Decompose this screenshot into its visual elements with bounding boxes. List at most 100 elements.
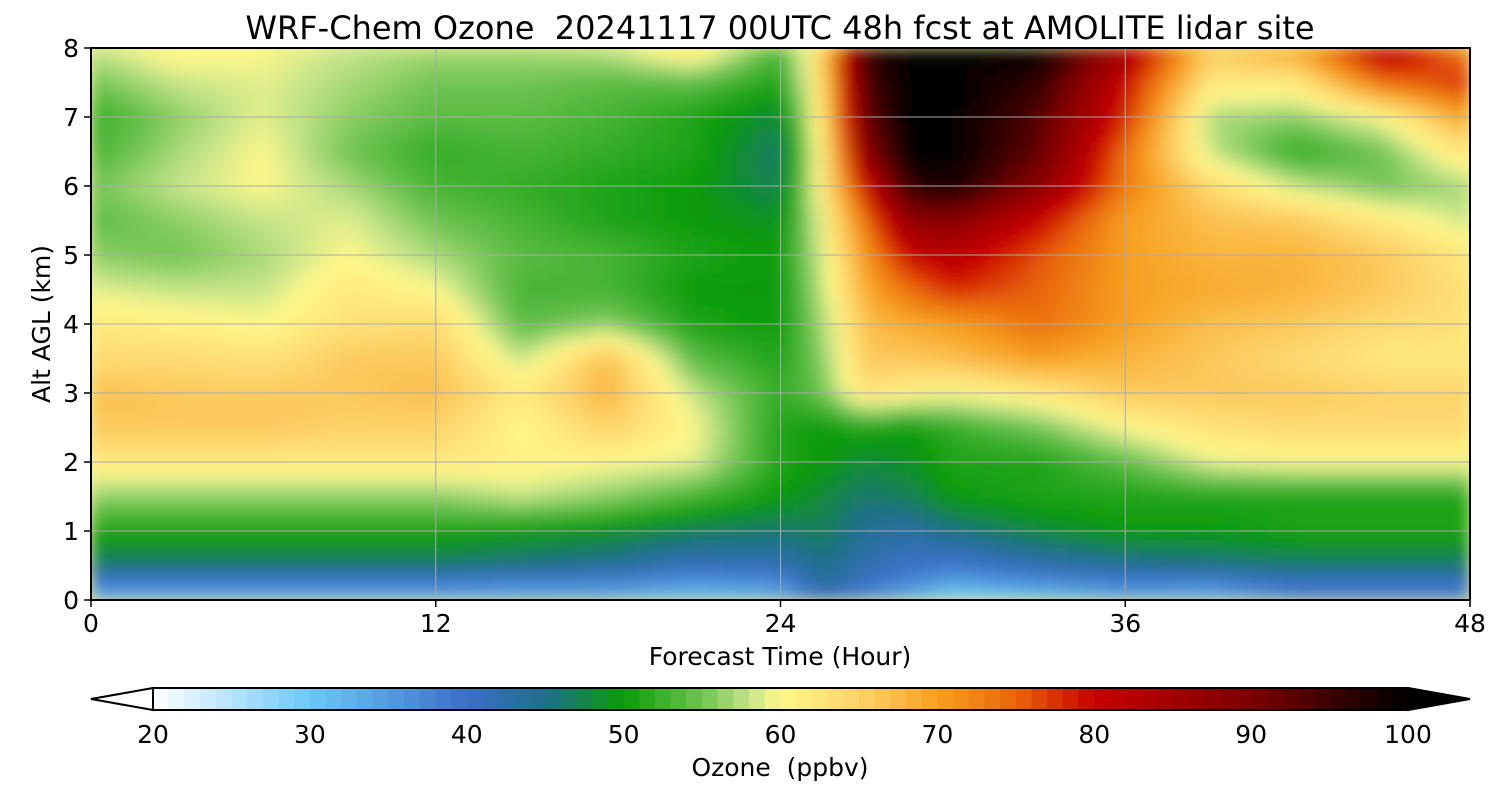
heatmap-cell	[91, 314, 106, 325]
heatmap-cell	[1297, 409, 1313, 420]
heatmap-cell	[1412, 496, 1428, 506]
heatmap-cell	[219, 470, 236, 480]
heatmap-cell	[794, 185, 810, 196]
heatmap-cell	[1239, 452, 1256, 463]
heatmap-cell	[1311, 452, 1327, 463]
heatmap-cell	[1096, 573, 1112, 584]
heatmap-cell	[1268, 565, 1284, 575]
heatmap-cell	[535, 427, 552, 437]
heatmap-cell	[866, 176, 882, 187]
heatmap-cell	[1426, 220, 1442, 230]
heatmap-cell	[550, 539, 566, 549]
heatmap-cell	[1440, 340, 1457, 351]
heatmap-cell	[1311, 271, 1327, 282]
heatmap-cell	[679, 401, 695, 411]
heatmap-cell	[894, 280, 911, 290]
heatmap-cell	[420, 418, 437, 428]
heatmap-cell	[650, 245, 667, 256]
heatmap-cell	[1024, 418, 1040, 428]
heatmap-cell	[1038, 366, 1054, 377]
heatmap-cell	[262, 151, 279, 161]
heatmap-cell	[147, 383, 164, 394]
heatmap-cell	[104, 349, 121, 359]
heatmap-cell	[765, 590, 781, 600]
heatmap-cell	[1426, 478, 1442, 489]
heatmap-cell	[765, 245, 781, 256]
heatmap-cell	[1210, 220, 1227, 230]
heatmap-cell	[621, 280, 638, 290]
heatmap-cell	[377, 496, 394, 506]
heatmap-cell	[952, 530, 968, 541]
heatmap-cell	[1081, 444, 1098, 454]
heatmap-cell	[736, 452, 753, 463]
heatmap-cell	[650, 487, 667, 497]
heatmap-cell	[492, 168, 509, 178]
heatmap-cell	[334, 539, 351, 549]
heatmap-cell	[823, 461, 839, 472]
heatmap-cell	[277, 565, 293, 575]
heatmap-cell	[1397, 487, 1414, 497]
heatmap-cell	[521, 202, 537, 213]
heatmap-cell	[305, 452, 322, 463]
heatmap-cell	[823, 280, 839, 290]
heatmap-cell	[133, 547, 149, 558]
heatmap-cell	[952, 521, 968, 532]
heatmap-cell	[435, 271, 451, 282]
heatmap-cell	[1297, 521, 1313, 532]
heatmap-cell	[1081, 418, 1098, 428]
heatmap-cell	[248, 521, 264, 532]
heatmap-cell	[1225, 461, 1241, 472]
heatmap-cell	[91, 461, 106, 472]
heatmap-cell	[1325, 220, 1342, 230]
heatmap-cell	[1440, 366, 1457, 377]
heatmap-cell	[693, 349, 710, 359]
heatmap-cell	[780, 185, 796, 196]
heatmap-cell	[866, 565, 882, 575]
heatmap-cell	[593, 504, 609, 515]
heatmap-cell	[191, 427, 207, 437]
heatmap-cell	[262, 254, 279, 265]
heatmap-cell	[1325, 340, 1342, 351]
heatmap-cell	[492, 409, 509, 420]
heatmap-cell	[550, 297, 566, 308]
heatmap-cell	[291, 245, 307, 256]
heatmap-cell	[1167, 297, 1184, 308]
heatmap-cell	[708, 358, 724, 368]
heatmap-cell	[1196, 565, 1212, 575]
heatmap-cell	[1096, 392, 1112, 403]
heatmap-cell	[794, 452, 810, 463]
heatmap-cell	[1368, 530, 1385, 541]
heatmap-cell	[191, 358, 207, 368]
heatmap-cell	[578, 220, 595, 230]
heatmap-cell	[679, 392, 695, 403]
heatmap-cell	[1009, 521, 1026, 532]
heatmap-cell	[1325, 323, 1342, 334]
heatmap-cell	[693, 444, 710, 454]
heatmap-cell	[1124, 263, 1141, 273]
heatmap-cell	[392, 565, 408, 575]
heatmap-cell	[1009, 496, 1026, 506]
heatmap-cell	[205, 496, 221, 506]
heatmap-cell	[191, 297, 207, 308]
heatmap-cell	[794, 565, 810, 575]
heatmap-cell	[1096, 280, 1112, 290]
heatmap-cell	[1096, 332, 1112, 342]
heatmap-cell	[736, 418, 753, 428]
heatmap-cell	[665, 392, 681, 403]
heatmap-cell	[1096, 202, 1112, 213]
heatmap-cell	[1110, 211, 1126, 221]
heatmap-cell	[909, 427, 925, 437]
heatmap-cell	[938, 245, 954, 256]
heatmap-cell	[262, 228, 279, 239]
heatmap-cell	[1225, 392, 1241, 403]
heatmap-cell	[1340, 202, 1356, 213]
heatmap-cell	[176, 358, 193, 368]
heatmap-cell	[392, 254, 408, 265]
heatmap-cell	[1210, 202, 1227, 213]
heatmap-cell	[1325, 271, 1342, 282]
heatmap-cell	[1225, 263, 1241, 273]
heatmap-cell	[162, 323, 178, 334]
heatmap-cell	[679, 435, 695, 446]
heatmap-cell	[851, 297, 868, 308]
heatmap-cell	[91, 590, 106, 600]
